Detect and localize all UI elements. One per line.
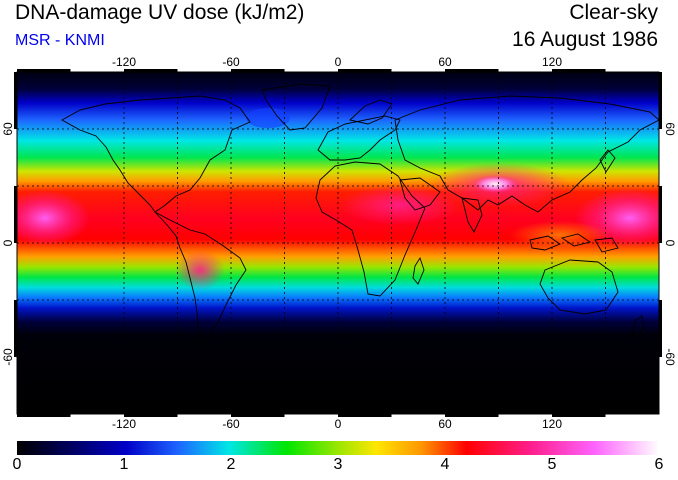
lon-label-bottom: -120 bbox=[112, 417, 136, 431]
colorbar-tick-label: 0 bbox=[12, 456, 22, 473]
date-label: 16 August 1986 bbox=[512, 28, 658, 51]
lon-label-bottom: 120 bbox=[542, 417, 562, 431]
lon-label-top: 120 bbox=[542, 55, 562, 69]
lon-label-top: -120 bbox=[112, 55, 136, 69]
lat-label-right: 60 bbox=[663, 122, 677, 136]
lon-label-top: 60 bbox=[438, 55, 452, 69]
graticule bbox=[17, 72, 659, 414]
lat-label-left: 0 bbox=[1, 239, 15, 246]
colorbar-tick-label: 1 bbox=[119, 456, 129, 473]
coastlines bbox=[17, 83, 659, 409]
map-title: DNA-damage UV dose (kJ/m2) bbox=[15, 1, 305, 24]
lon-label-top: 0 bbox=[335, 55, 342, 69]
colorbar-tick-label: 3 bbox=[333, 456, 343, 473]
colorbar-tick-label: 5 bbox=[547, 456, 557, 473]
lon-label-bottom: -60 bbox=[222, 417, 240, 431]
colorbar bbox=[17, 441, 659, 455]
colorbar-tick-label: 2 bbox=[226, 456, 236, 473]
lat-label-left: 60 bbox=[1, 122, 15, 136]
map-field bbox=[17, 72, 659, 414]
map-frame bbox=[14, 69, 662, 417]
lon-label-top: -60 bbox=[222, 55, 240, 69]
colorbar-tick-label: 6 bbox=[654, 456, 664, 473]
lat-label-right: 0 bbox=[663, 240, 677, 247]
sky-condition-label: Clear-sky bbox=[569, 1, 658, 24]
lat-label-right: -60 bbox=[663, 348, 677, 366]
source-label: MSR - KNMI bbox=[15, 32, 105, 49]
colorbar-tick-label: 4 bbox=[440, 456, 450, 473]
lat-label-left: -60 bbox=[1, 348, 15, 366]
lon-label-bottom: 60 bbox=[438, 417, 452, 431]
lon-label-bottom: 0 bbox=[335, 417, 342, 431]
